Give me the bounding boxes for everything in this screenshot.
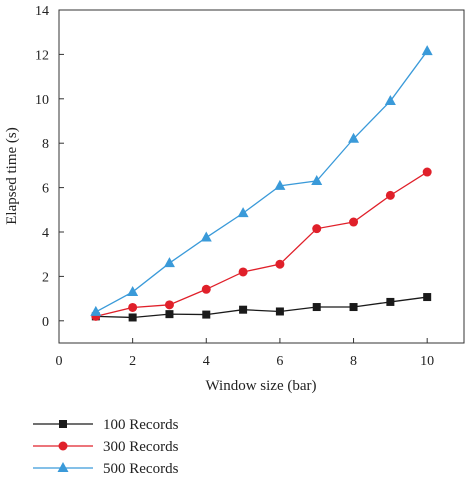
series-line <box>95 296 428 319</box>
legend-item: 100 Records <box>33 417 179 433</box>
legend-label: 300 Records <box>103 439 179 455</box>
data-point <box>239 305 248 314</box>
series-2 <box>91 167 432 321</box>
data-point <box>128 313 137 322</box>
series-3 <box>90 45 433 316</box>
y-tick-label: 8 <box>42 137 49 152</box>
data-point <box>238 267 248 277</box>
x-tick-label: 10 <box>420 354 434 369</box>
legend-marker <box>57 462 69 472</box>
data-point <box>348 132 360 143</box>
data-point <box>127 285 139 296</box>
legend: 100 Records 300 Records 500 Records <box>33 417 179 477</box>
legend-label: 100 Records <box>103 417 179 433</box>
data-point <box>384 95 396 106</box>
data-point <box>202 310 211 319</box>
data-point <box>349 217 359 227</box>
y-axis: 0 2 4 6 8 10 12 14 <box>35 4 64 330</box>
y-tick-label: 6 <box>42 182 49 197</box>
legend-label: 500 Records <box>103 461 179 477</box>
data-point <box>200 231 212 242</box>
y-tick-label: 0 <box>42 315 49 330</box>
data-point <box>349 303 358 312</box>
series-line <box>95 171 428 317</box>
data-point <box>275 307 284 316</box>
x-axis: 0 2 4 6 8 10 <box>56 338 434 369</box>
x-tick-label: 6 <box>276 354 283 369</box>
y-tick-label: 10 <box>35 93 49 108</box>
series-1 <box>91 293 432 322</box>
y-tick-label: 2 <box>42 270 49 285</box>
y-tick-label: 12 <box>35 48 49 63</box>
legend-marker <box>58 441 68 451</box>
data-point <box>274 179 286 190</box>
series-layer <box>90 45 433 322</box>
data-point <box>90 305 102 316</box>
data-point <box>128 302 138 312</box>
x-tick-label: 0 <box>56 354 63 369</box>
y-tick-label: 4 <box>42 226 49 241</box>
series-line <box>95 50 428 313</box>
data-point <box>164 300 174 310</box>
plot-frame <box>58 9 465 344</box>
data-point <box>421 45 433 56</box>
data-point <box>237 207 249 218</box>
data-point <box>275 259 285 269</box>
data-point <box>385 190 395 200</box>
legend-item: 500 Records <box>33 461 179 477</box>
x-tick-label: 4 <box>203 354 210 369</box>
data-point <box>423 293 432 302</box>
legend-item: 300 Records <box>33 439 179 455</box>
data-point <box>311 174 323 185</box>
data-point <box>201 284 211 294</box>
data-point <box>312 224 322 234</box>
x-axis-title: Window size (bar) <box>205 378 316 394</box>
x-tick-label: 2 <box>129 354 136 369</box>
data-point <box>163 257 175 268</box>
data-point <box>165 310 174 319</box>
y-tick-label: 14 <box>35 4 49 19</box>
y-axis-title: Elapsed time (s) <box>4 127 20 224</box>
data-point <box>422 167 432 177</box>
data-point <box>312 303 321 312</box>
x-tick-label: 8 <box>350 354 357 369</box>
legend-marker <box>59 420 67 428</box>
data-point <box>386 297 395 306</box>
